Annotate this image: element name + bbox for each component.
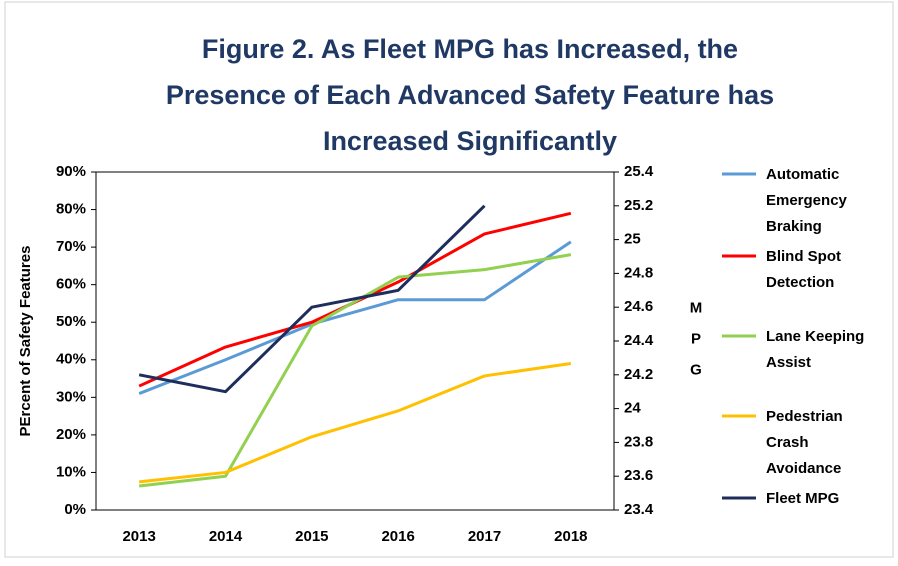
legend-label: Fleet MPG <box>766 490 839 507</box>
chart-title-line: Increased Significantly <box>323 126 617 156</box>
y-tick-label: 0% <box>64 501 86 518</box>
y-tick-label: 40% <box>56 351 86 368</box>
x-tick-label: 2015 <box>295 528 328 545</box>
y2-tick-label: 24.6 <box>624 298 653 315</box>
y-tick-label: 50% <box>56 313 86 330</box>
y-tick-label: 80% <box>56 201 86 218</box>
chart-title-line: Presence of Each Advanced Safety Feature… <box>166 80 774 110</box>
y2-axis-label: MPG <box>688 300 705 393</box>
legend-label: Automatic Emergency Braking <box>766 166 851 235</box>
x-tick-label: 2018 <box>554 528 587 545</box>
y-axis-label: PErcent of Safety Features <box>17 246 34 437</box>
y2-tick-label: 23.6 <box>624 467 653 484</box>
x-tick-label: 2013 <box>122 528 155 545</box>
y2-tick-label: 25 <box>624 231 641 248</box>
series-line <box>138 253 572 488</box>
series-line <box>139 362 572 484</box>
x-tick-label: 2017 <box>468 528 501 545</box>
y-tick-label: 70% <box>56 238 86 255</box>
legend-label: Lane Keeping Assist <box>766 328 869 371</box>
x-tick-label: 2016 <box>381 528 414 545</box>
y2-tick-label: 25.2 <box>624 197 653 214</box>
chart-title-line: Figure 2. As Fleet MPG has Increased, th… <box>202 34 738 64</box>
y-tick-label: 10% <box>56 463 86 480</box>
y2-tick-label: 24.4 <box>624 332 654 349</box>
y2-tick-label: 24.2 <box>624 366 653 383</box>
y2-tick-label: 23.8 <box>624 433 653 450</box>
y-tick-label: 20% <box>56 426 86 443</box>
legend-label: Blind Spot Detection <box>766 248 845 291</box>
series-line <box>138 204 486 394</box>
series-line <box>138 240 572 395</box>
y2-tick-label: 24.8 <box>624 264 653 281</box>
frame <box>4 1 894 558</box>
y2-tick-label: 23.4 <box>624 501 654 518</box>
y-tick-label: 60% <box>56 276 86 293</box>
y-tick-label: 90% <box>56 163 86 180</box>
y2-tick-label: 24 <box>624 400 641 417</box>
legend-label: Pedestrian Crash Avoidance <box>766 408 847 477</box>
y-tick-label: 30% <box>56 388 86 405</box>
x-tick-label: 2014 <box>209 528 243 545</box>
y2-tick-label: 25.4 <box>624 163 654 180</box>
